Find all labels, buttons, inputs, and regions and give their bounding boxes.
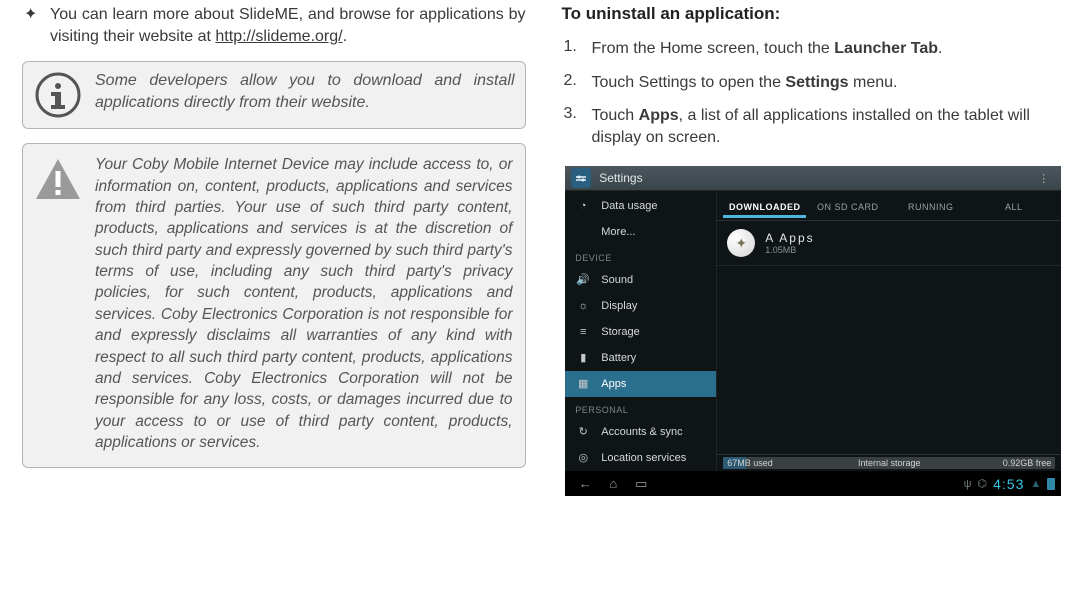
sound-icon: 🔊 — [575, 273, 591, 286]
sidebar-item-label: Accounts & sync — [601, 426, 682, 438]
step-num: 3. — [562, 105, 592, 148]
storage-used-label: 67MB used — [727, 458, 773, 468]
recent-button[interactable]: ▭ — [627, 476, 655, 492]
sidebar-item-more[interactable]: More... — [565, 219, 716, 245]
bullet-item: ✦ You can learn more about SlideME, and … — [22, 4, 526, 47]
step-1: 1. From the Home screen, touch the Launc… — [562, 38, 1066, 60]
app-name: A Apps — [765, 231, 814, 245]
tab-downloaded[interactable]: DOWNLOADED — [723, 194, 806, 218]
bullet-text: You can learn more about SlideME, and br… — [50, 4, 526, 47]
sidebar-item-label: More... — [601, 226, 635, 238]
location-icon: ◎ — [575, 451, 591, 464]
back-button[interactable]: ← — [571, 476, 599, 491]
app-row[interactable]: ✦ A Apps 1.05MB — [717, 221, 1061, 266]
warning-icon — [33, 154, 83, 204]
sidebar-header-device: DEVICE — [565, 245, 716, 267]
step-text: Touch Settings to open the Settings menu… — [592, 72, 898, 94]
sidebar-item-label: Data usage — [601, 200, 657, 212]
step-bold: Apps — [639, 107, 679, 124]
data-usage-icon: ◔ — [575, 200, 591, 212]
settings-icon[interactable] — [571, 168, 591, 188]
info-icon — [33, 70, 83, 120]
step-post: . — [938, 40, 942, 57]
sidebar: ◔ Data usage More... DEVICE 🔊 Sound ☼ Di… — [565, 191, 717, 471]
sidebar-item-location[interactable]: ◎ Location services — [565, 445, 716, 471]
apps-icon: ▦ — [575, 377, 591, 390]
clock: 4:53 — [993, 476, 1024, 492]
main-pane: DOWNLOADED ON SD CARD RUNNING ALL ✦ A Ap… — [717, 191, 1061, 471]
storage-icon: ≡ — [575, 326, 591, 338]
storage-row: 67MB used Internal storage 0.92GB free — [717, 454, 1061, 471]
nav-bar: ← ⌂ ▭ ψ ⌬ 4:53 ▲ — [565, 471, 1061, 496]
sidebar-item-label: Sound — [601, 274, 633, 286]
bullet-url: http://slideme.org/ — [215, 28, 342, 45]
step-text: From the Home screen, touch the Launcher… — [592, 38, 943, 60]
display-icon: ☼ — [575, 300, 591, 312]
screenshot-settings: Settings ⋮ ◔ Data usage More... DEVICE 🔊… — [565, 166, 1061, 496]
battery-icon: ▮ — [575, 351, 591, 364]
step-post: menu. — [849, 74, 898, 91]
sidebar-header-personal: PERSONAL — [565, 397, 716, 419]
app-size: 1.05MB — [765, 245, 814, 255]
warning-text: Your Coby Mobile Internet Device may inc… — [95, 154, 513, 453]
step-num: 2. — [562, 72, 592, 94]
step-text: Touch Apps, a list of all applications i… — [592, 105, 1066, 148]
shot-titlebar: Settings ⋮ — [565, 166, 1061, 191]
sidebar-item-label: Storage — [601, 326, 640, 338]
info-text: Some developers allow you to download an… — [95, 70, 515, 120]
sidebar-item-storage[interactable]: ≡ Storage — [565, 319, 716, 345]
tab-running[interactable]: RUNNING — [889, 194, 972, 218]
battery-status-icon — [1047, 478, 1055, 490]
sync-icon: ↻ — [575, 425, 591, 438]
sidebar-item-battery[interactable]: ▮ Battery — [565, 345, 716, 371]
step-bold: Launcher Tab — [834, 40, 938, 57]
step-bold: Settings — [785, 74, 848, 91]
page-title: To uninstall an application: — [562, 4, 1066, 24]
step-num: 1. — [562, 38, 592, 60]
sidebar-item-apps[interactable]: ▦ Apps — [565, 371, 716, 397]
step-pre: From the Home screen, touch the — [592, 40, 835, 57]
usb-icon: ψ — [964, 478, 972, 490]
step-pre: Touch — [592, 107, 639, 124]
bullet-text-2: . — [343, 28, 347, 45]
shot-title: Settings — [599, 171, 642, 185]
wifi-icon: ▲ — [1030, 478, 1041, 490]
sidebar-item-label: Display — [601, 300, 637, 312]
tab-all[interactable]: ALL — [972, 194, 1055, 218]
tabs: DOWNLOADED ON SD CARD RUNNING ALL — [717, 191, 1061, 221]
storage-free-label: 0.92GB free — [1003, 458, 1052, 468]
overflow-icon[interactable]: ⋮ — [1038, 172, 1055, 185]
debug-icon: ⌬ — [978, 477, 988, 490]
sidebar-item-sound[interactable]: 🔊 Sound — [565, 267, 716, 293]
step-2: 2. Touch Settings to open the Settings m… — [562, 72, 1066, 94]
sidebar-item-data-usage[interactable]: ◔ Data usage — [565, 193, 716, 219]
app-icon: ✦ — [727, 229, 755, 257]
sidebar-item-accounts[interactable]: ↻ Accounts & sync — [565, 419, 716, 445]
sidebar-item-label: Battery — [601, 352, 636, 364]
sidebar-item-label: Location services — [601, 452, 686, 464]
home-button[interactable]: ⌂ — [599, 476, 627, 491]
step-pre: Touch Settings to open the — [592, 74, 786, 91]
sidebar-item-display[interactable]: ☼ Display — [565, 293, 716, 319]
warning-note: Your Coby Mobile Internet Device may inc… — [22, 143, 526, 468]
storage-bar: 67MB used Internal storage 0.92GB free — [723, 457, 1055, 469]
step-3: 3. Touch Apps, a list of all application… — [562, 105, 1066, 148]
bullet-symbol: ✦ — [22, 4, 50, 47]
sidebar-item-label: Apps — [601, 378, 626, 390]
tab-on-sd-card[interactable]: ON SD CARD — [806, 194, 889, 218]
info-note: Some developers allow you to download an… — [22, 61, 526, 129]
